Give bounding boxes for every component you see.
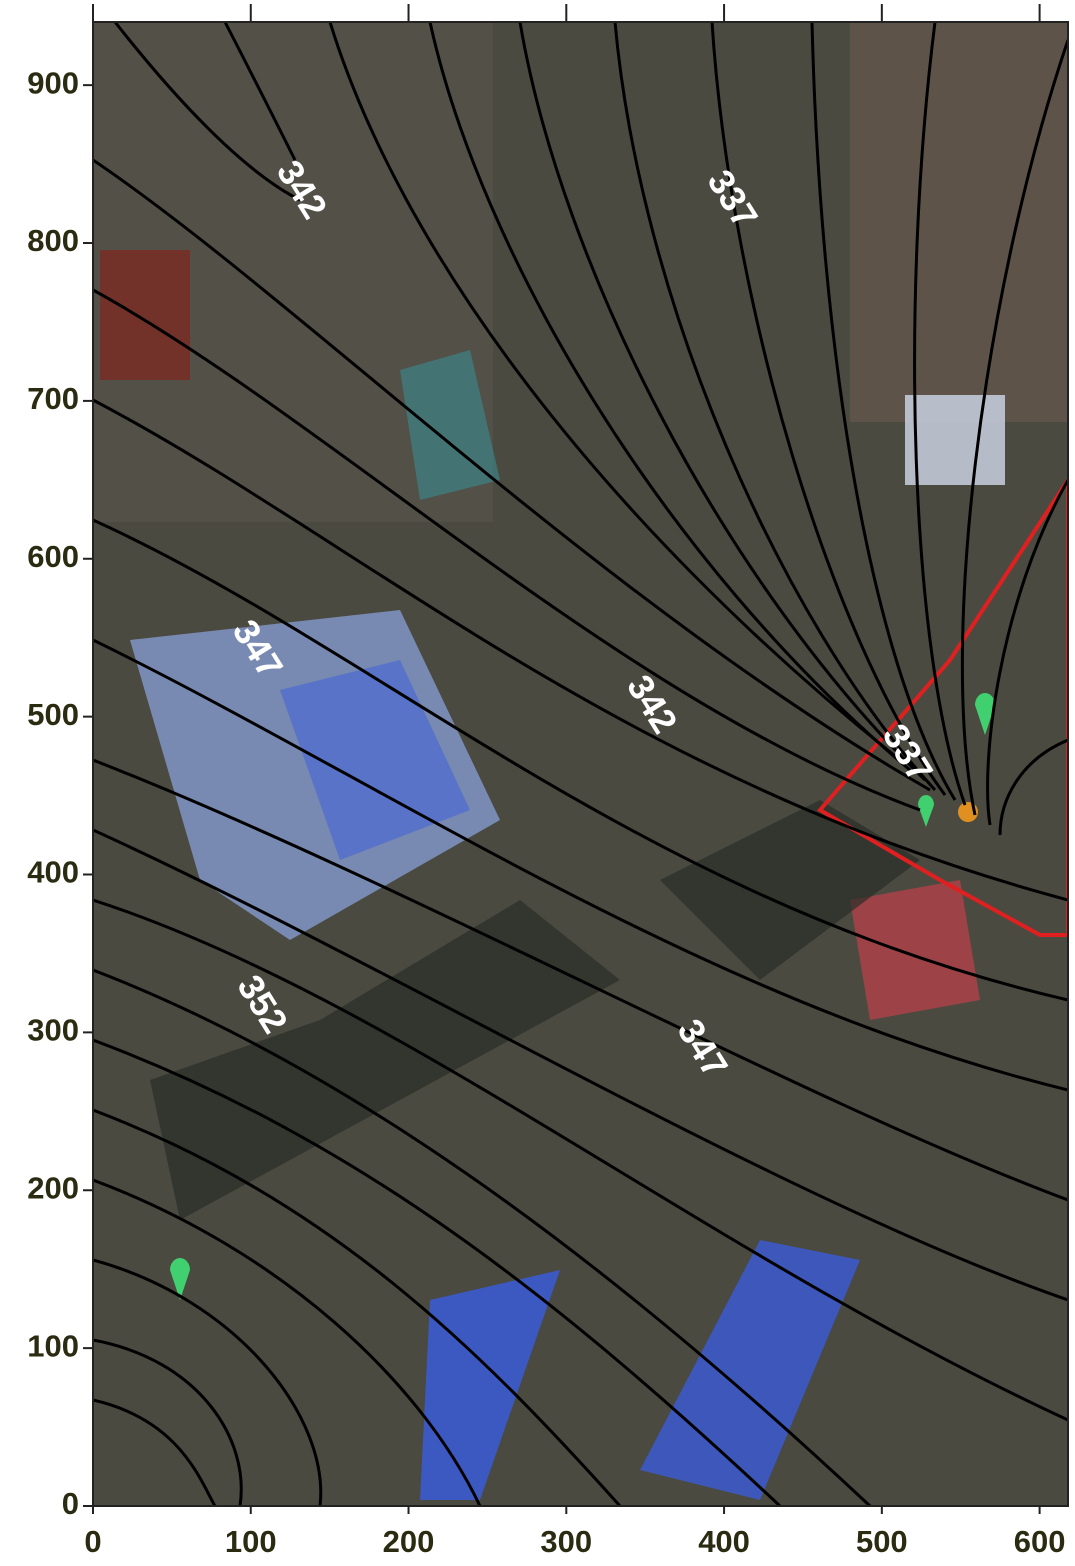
axes: 0 100 200 300 400 500 600 0 100 200 300 400 500 600 70… (27, 4, 1065, 1559)
y-tick-label: 300 (27, 1013, 79, 1048)
y-tick-label: 700 (27, 381, 79, 416)
x-tick-label: 500 (856, 1524, 908, 1559)
x-tick-label: 200 (383, 1524, 435, 1559)
y-tick-label: 0 (62, 1486, 79, 1521)
y-tick-label: 900 (27, 65, 79, 100)
x-tick-label: 400 (698, 1524, 750, 1559)
x-tick-label: 300 (540, 1524, 592, 1559)
y-tick-label: 100 (27, 1328, 79, 1363)
x-tick-label: 600 (1014, 1524, 1066, 1559)
y-tick-label: 400 (27, 855, 79, 890)
y-tick-label: 200 (27, 1170, 79, 1205)
y-tick-label: 500 (27, 697, 79, 732)
plot-frame (92, 21, 1069, 1507)
y-tick-label: 800 (27, 223, 79, 258)
y-tick-label: 600 (27, 539, 79, 574)
x-tick-label: 0 (84, 1524, 101, 1559)
x-tick-label: 100 (225, 1524, 277, 1559)
satellite-background (93, 22, 1068, 1506)
